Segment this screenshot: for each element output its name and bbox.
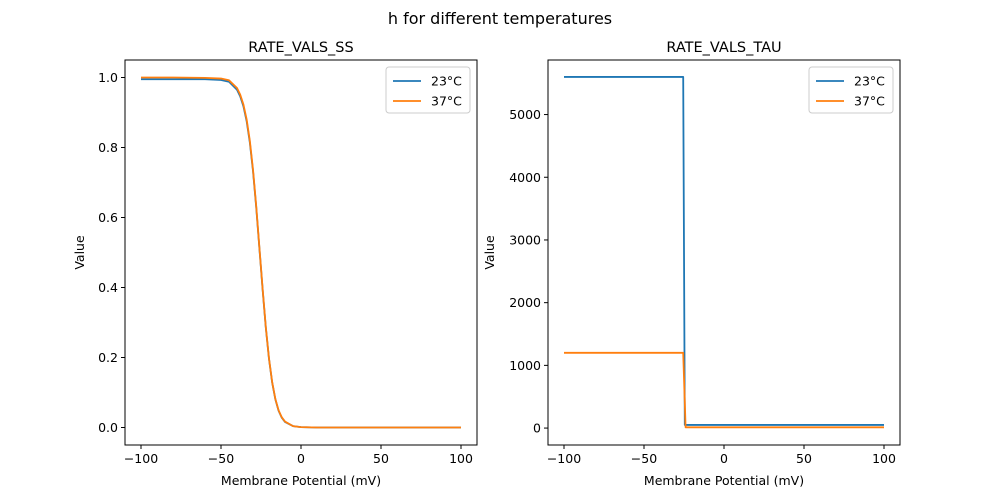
x-axis-label: Membrane Potential (mV) <box>644 473 804 488</box>
x-tick-label: −50 <box>208 451 234 466</box>
legend: 23°C 37°C <box>385 66 471 114</box>
y-tick-label: 0.2 <box>98 350 118 365</box>
series-line-37C <box>141 76 461 429</box>
x-tick-label: 100 <box>872 451 896 466</box>
y-tick-label: 1000 <box>509 358 541 373</box>
y-axis-label: Value <box>482 235 497 270</box>
y-tick-label: 3000 <box>509 232 541 247</box>
y-tick-label: 4000 <box>509 170 541 185</box>
x-tick-label: −100 <box>124 451 158 466</box>
subplot-title: RATE_VALS_SS <box>248 40 353 56</box>
y-axis-label: Value <box>72 235 87 270</box>
legend-entry-label: 23°C <box>854 74 885 89</box>
y-tick-label: 1.0 <box>98 70 118 85</box>
x-tick-label: −100 <box>547 451 581 466</box>
x-tick-label: 0 <box>720 451 728 466</box>
y-tick-label: 0 <box>533 421 541 436</box>
legend-entry-label: 37°C <box>431 94 462 109</box>
subplot-ss: RATE_VALS_SS −100 −50 0 50 100 0.0 0.2 0.4 0.6 0.8… <box>72 40 478 488</box>
legend-entry-label: 23°C <box>431 74 462 89</box>
series-line-37C <box>564 351 884 429</box>
figure-suptitle: h for different temperatures <box>388 9 612 28</box>
legend-entry-label: 37°C <box>854 94 885 109</box>
series-line-23C <box>564 76 884 426</box>
subplot-tau: RATE_VALS_TAU−100 −50 0 50 10001000200030004… <box>482 40 901 488</box>
x-tick-label: 50 <box>796 451 812 466</box>
y-tick-label: 0.0 <box>98 420 118 435</box>
x-tick-label: −50 <box>631 451 657 466</box>
x-tick-label: 0 <box>297 451 305 466</box>
subplot-title: RATE_VALS_TAU <box>666 40 781 56</box>
legend: 23°C 37°C <box>808 66 894 114</box>
y-tick-label: 5000 <box>509 107 541 122</box>
y-tick-label: 0.6 <box>98 210 118 225</box>
y-tick-label: 0.4 <box>98 280 118 295</box>
x-tick-label: 100 <box>449 451 473 466</box>
x-axis-label: Membrane Potential (mV) <box>221 473 381 488</box>
y-tick-label: 0.8 <box>98 140 118 155</box>
y-tick-label: 2000 <box>509 295 541 310</box>
x-tick-label: 50 <box>373 451 389 466</box>
